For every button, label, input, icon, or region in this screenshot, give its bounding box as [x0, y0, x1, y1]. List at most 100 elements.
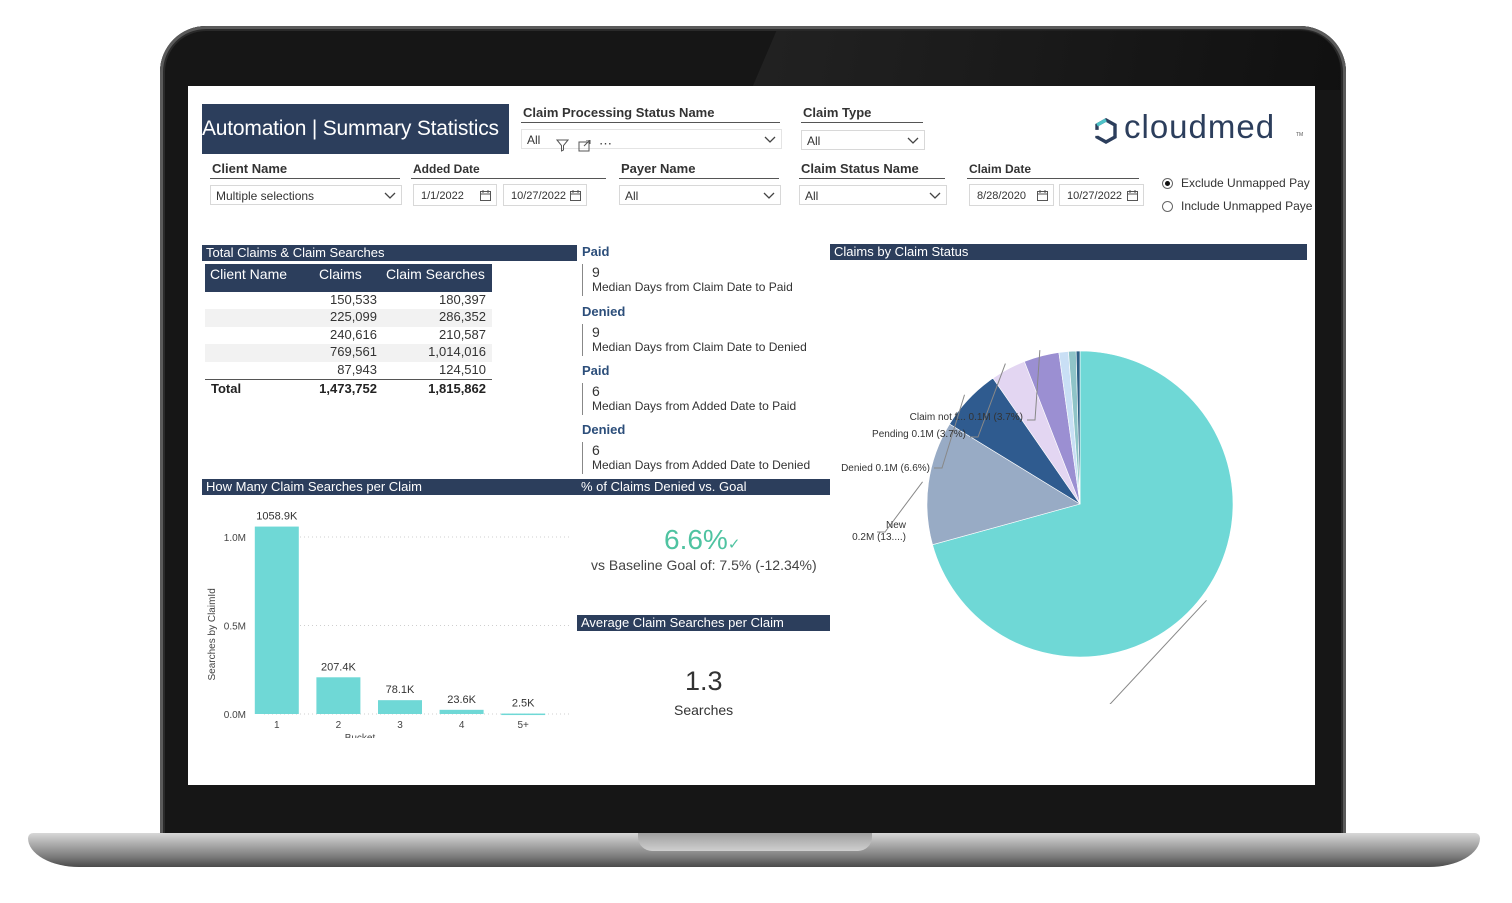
x-tick-label: 1 — [274, 720, 280, 731]
cell-claims: 150,533 — [330, 292, 377, 307]
chevron-down-icon — [907, 137, 919, 144]
kpi-divider — [582, 442, 583, 474]
added-date-to-input[interactable]: 10/27/2022 — [503, 184, 587, 206]
divider — [799, 178, 945, 179]
table-row[interactable]: 769,561 1,014,016 — [205, 344, 492, 362]
column-header-claims[interactable]: Claims — [319, 266, 362, 282]
kpi-value: 6 — [592, 383, 600, 399]
payer-name-dropdown[interactable]: All — [619, 185, 781, 205]
x-tick-label: 3 — [397, 720, 403, 731]
dropdown-value: All — [527, 133, 541, 147]
kpi-value: 9 — [592, 324, 600, 340]
denied-goal-value: 6.6% — [664, 524, 728, 555]
include-unmapped-label[interactable]: Include Unmapped Paye — [1181, 199, 1313, 213]
client-name-label: Client Name — [212, 161, 288, 176]
y-axis-label: Searches by ClaimId — [207, 588, 218, 680]
client-name-dropdown[interactable]: Multiple selections — [210, 185, 402, 205]
added-date-label: Added Date — [413, 162, 480, 176]
include-unmapped-radio[interactable] — [1162, 201, 1173, 212]
table-row[interactable]: 225,099 286,352 — [205, 309, 492, 327]
divider — [210, 178, 400, 179]
kpi-subtitle: Median Days from Added Date to Denied — [592, 458, 811, 472]
calendar-icon[interactable] — [1037, 190, 1048, 201]
calendar-icon[interactable] — [480, 190, 491, 201]
claim-status-name-dropdown[interactable]: All — [799, 185, 947, 205]
y-tick-label: 0.5M — [224, 622, 246, 633]
x-axis-label: Bucket — [345, 733, 376, 738]
exclude-unmapped-label[interactable]: Exclude Unmapped Pay — [1181, 176, 1310, 190]
pie-slice-label: 0.2M (13....) — [852, 532, 906, 543]
avg-searches-value: 1.3 — [685, 666, 723, 696]
divider — [521, 122, 780, 123]
denied-goal-subtitle: vs Baseline Goal of: 7.5% (-12.34%) — [591, 557, 817, 573]
pie-leader-line — [1027, 350, 1041, 421]
pie-slice-label: New — [886, 520, 907, 531]
pie-leader-line — [934, 394, 965, 469]
claim-type-dropdown[interactable]: All — [801, 130, 925, 150]
added-date-from-input[interactable]: 1/1/2022 — [413, 184, 497, 206]
kpi-title: Denied — [582, 422, 626, 437]
table-row[interactable]: 240,616 210,587 — [205, 326, 492, 345]
chevron-down-icon — [384, 192, 396, 199]
chevron-down-icon — [764, 136, 776, 143]
pie-slice[interactable] — [1075, 350, 1081, 505]
pie-slice[interactable] — [932, 350, 1234, 658]
laptop-notch — [638, 833, 872, 851]
exclude-unmapped-radio[interactable] — [1162, 178, 1173, 189]
column-header-client[interactable]: Client Name — [210, 266, 288, 282]
table-row[interactable]: 87,943 124,510 — [205, 361, 492, 379]
denied-vs-goal-header: % of Claims Denied vs. Goal — [577, 479, 830, 495]
bar-data-label: 1058.9K — [256, 511, 298, 523]
cell-searches: 286,352 — [439, 309, 486, 325]
bar — [501, 713, 546, 716]
column-header-searches[interactable]: Claim Searches — [386, 266, 485, 282]
cell-claims: 769,561 — [330, 344, 377, 360]
date-value: 1/1/2022 — [421, 190, 464, 202]
pie-leader-line — [877, 481, 923, 533]
filter-icon[interactable] — [556, 139, 569, 152]
cloudmed-logo: cloudmed TM — [1094, 108, 1309, 148]
bar — [316, 677, 361, 714]
calendar-icon[interactable] — [1127, 190, 1138, 201]
claim-date-to-input[interactable]: 10/27/2022 — [1059, 184, 1144, 206]
claim-date-from-input[interactable]: 8/28/2020 — [969, 184, 1054, 206]
hexagon-logo-icon — [1095, 118, 1117, 144]
cell-claims: 240,616 — [330, 326, 377, 342]
kpi-value: 9 — [592, 264, 600, 280]
dropdown-value: All — [625, 189, 639, 203]
kpi-divider — [582, 383, 583, 415]
avg-searches-unit: Searches — [674, 702, 734, 718]
more-options-icon[interactable]: ⋯ — [599, 136, 612, 151]
x-tick-label: 2 — [336, 720, 342, 731]
bar-data-label: 2.5K — [512, 698, 535, 710]
chevron-down-icon — [763, 192, 775, 199]
chevron-down-icon — [929, 192, 941, 199]
searches-per-claim-header: How Many Claim Searches per Claim — [202, 479, 577, 495]
dropdown-value: All — [805, 189, 819, 203]
bar — [439, 709, 484, 714]
check-icon: ✓ — [727, 536, 741, 553]
total-searches: 1,815,862 — [428, 380, 486, 396]
focus-mode-icon[interactable] — [578, 140, 591, 152]
cell-claims: 225,099 — [330, 309, 377, 325]
dashboard-screen: Automation | Summary Statistics cloudmed… — [188, 86, 1315, 785]
y-tick-label: 1.0M — [224, 533, 246, 544]
dropdown-value: Multiple selections — [216, 189, 315, 203]
logo-tm: TM — [1296, 132, 1304, 138]
claim-processing-status-dropdown[interactable]: All — [521, 129, 782, 149]
table-row[interactable]: 150,533 180,397 — [205, 292, 492, 310]
date-value: 10/27/2022 — [1067, 190, 1123, 202]
divider — [801, 122, 923, 123]
table-header-row: Client Name Claims Claim Searches — [205, 264, 492, 292]
claim-type-label: Claim Type — [803, 105, 872, 120]
pie-slice[interactable] — [926, 423, 1081, 546]
claims-table: Client Name Claims Claim Searches 150,53… — [205, 264, 492, 398]
claim-date-label: Claim Date — [969, 162, 1032, 176]
date-value: 10/27/2022 — [511, 190, 567, 202]
dropdown-value: All — [807, 134, 821, 148]
pie-slice-label: Pending 0.1M (3.7%) — [872, 429, 966, 440]
bar-data-label: 23.6K — [447, 694, 476, 706]
date-value: 8/28/2020 — [977, 190, 1026, 202]
kpi-title: Paid — [582, 244, 610, 259]
calendar-icon[interactable] — [570, 190, 581, 201]
